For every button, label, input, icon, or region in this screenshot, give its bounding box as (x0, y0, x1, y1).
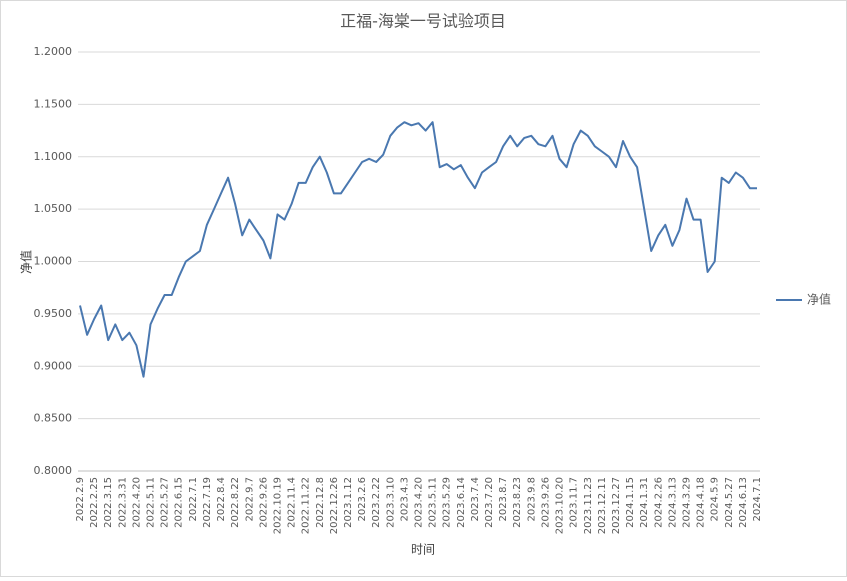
x-tick-label: 2023.2.22 (371, 477, 382, 528)
x-tick-label: 2022.11.4 (287, 477, 298, 528)
x-tick-label: 2024.5.9 (710, 477, 721, 522)
x-tick-label: 2024.7.1 (752, 477, 763, 522)
x-tick-label: 2022.9.26 (258, 477, 269, 528)
chart-title: 正福-海棠一号试验项目 (340, 12, 506, 31)
x-tick-label: 2024.3.13 (667, 477, 678, 528)
x-tick-label: 2022.8.22 (230, 477, 241, 528)
x-tick-label: 2023.6.14 (456, 477, 467, 528)
y-tick-label: 1.1000 (34, 150, 73, 163)
x-tick-label: 2023.1.12 (343, 477, 354, 528)
x-tick-label: 2023.4.20 (414, 477, 425, 528)
x-tick-label: 2022.3.31 (117, 477, 128, 528)
x-tick-label: 2023.7.20 (484, 477, 495, 528)
y-tick-label: 0.9000 (34, 359, 73, 372)
y-tick-label: 0.9500 (34, 307, 73, 320)
y-tick-label: 1.2000 (34, 45, 73, 58)
x-tick-label: 2023.3.10 (385, 477, 396, 528)
x-tick-label: 2023.4.3 (399, 477, 410, 522)
x-tick-label: 2023.2.6 (357, 477, 368, 522)
x-tick-label: 2022.12.8 (315, 477, 326, 528)
x-tick-label: 2023.12.27 (611, 477, 622, 534)
x-tick-label: 2023.7.4 (470, 477, 481, 522)
x-tick-label: 2022.4.20 (131, 477, 142, 528)
x-tick-label: 2022.6.15 (174, 477, 185, 528)
x-tick-label: 2023.5.29 (442, 477, 453, 528)
x-tick-label: 2022.9.7 (244, 477, 255, 522)
x-tick-label: 2022.11.22 (301, 477, 312, 534)
x-tick-label: 2024.4.18 (696, 477, 707, 528)
y-tick-label: 0.8000 (34, 464, 73, 477)
x-tick-label: 2023.11.7 (569, 477, 580, 528)
y-tick-label: 1.0000 (34, 255, 73, 268)
y-axis-label: 净值 (19, 250, 34, 274)
x-tick-label: 2023.11.23 (583, 477, 594, 534)
x-tick-label: 2022.5.11 (146, 477, 157, 528)
x-tick-label: 2022.5.27 (160, 477, 171, 528)
x-tick-label: 2023.5.11 (428, 477, 439, 528)
x-tick-label: 2022.7.1 (188, 477, 199, 522)
x-tick-label: 2023.10.20 (555, 477, 566, 534)
x-tick-label: 2024.6.13 (738, 477, 749, 528)
x-tick-label: 2023.9.26 (540, 477, 551, 528)
x-tick-label: 2022.3.15 (103, 477, 114, 528)
x-tick-label: 2022.7.19 (202, 477, 213, 528)
x-tick-label: 2022.8.4 (216, 477, 227, 522)
x-tick-label: 2022.12.26 (329, 477, 340, 534)
x-tick-label: 2022.2.9 (75, 477, 86, 522)
x-tick-label: 2022.2.25 (89, 477, 100, 528)
x-tick-label: 2023.9.8 (526, 477, 537, 522)
data-line (79, 121, 757, 378)
x-tick-label: 2024.2.26 (653, 477, 664, 528)
y-tick-label: 1.0500 (34, 202, 73, 215)
x-tick-label: 2024.1.15 (625, 477, 636, 528)
x-tick-label: 2024.1.31 (639, 477, 650, 528)
x-axis-label: 时间 (411, 543, 435, 557)
legend-label: 净值 (807, 292, 831, 307)
x-tick-label: 2023.12.11 (597, 477, 608, 534)
x-tick-label: 2022.10.19 (272, 477, 283, 534)
y-tick-label: 0.8500 (34, 412, 73, 425)
x-tick-label: 2023.8.7 (498, 477, 509, 522)
x-tick-label: 2024.3.29 (681, 477, 692, 528)
x-tick-label: 2024.5.27 (724, 477, 735, 528)
y-tick-label: 1.1500 (34, 97, 73, 110)
x-tick-label: 2023.8.23 (512, 477, 523, 528)
